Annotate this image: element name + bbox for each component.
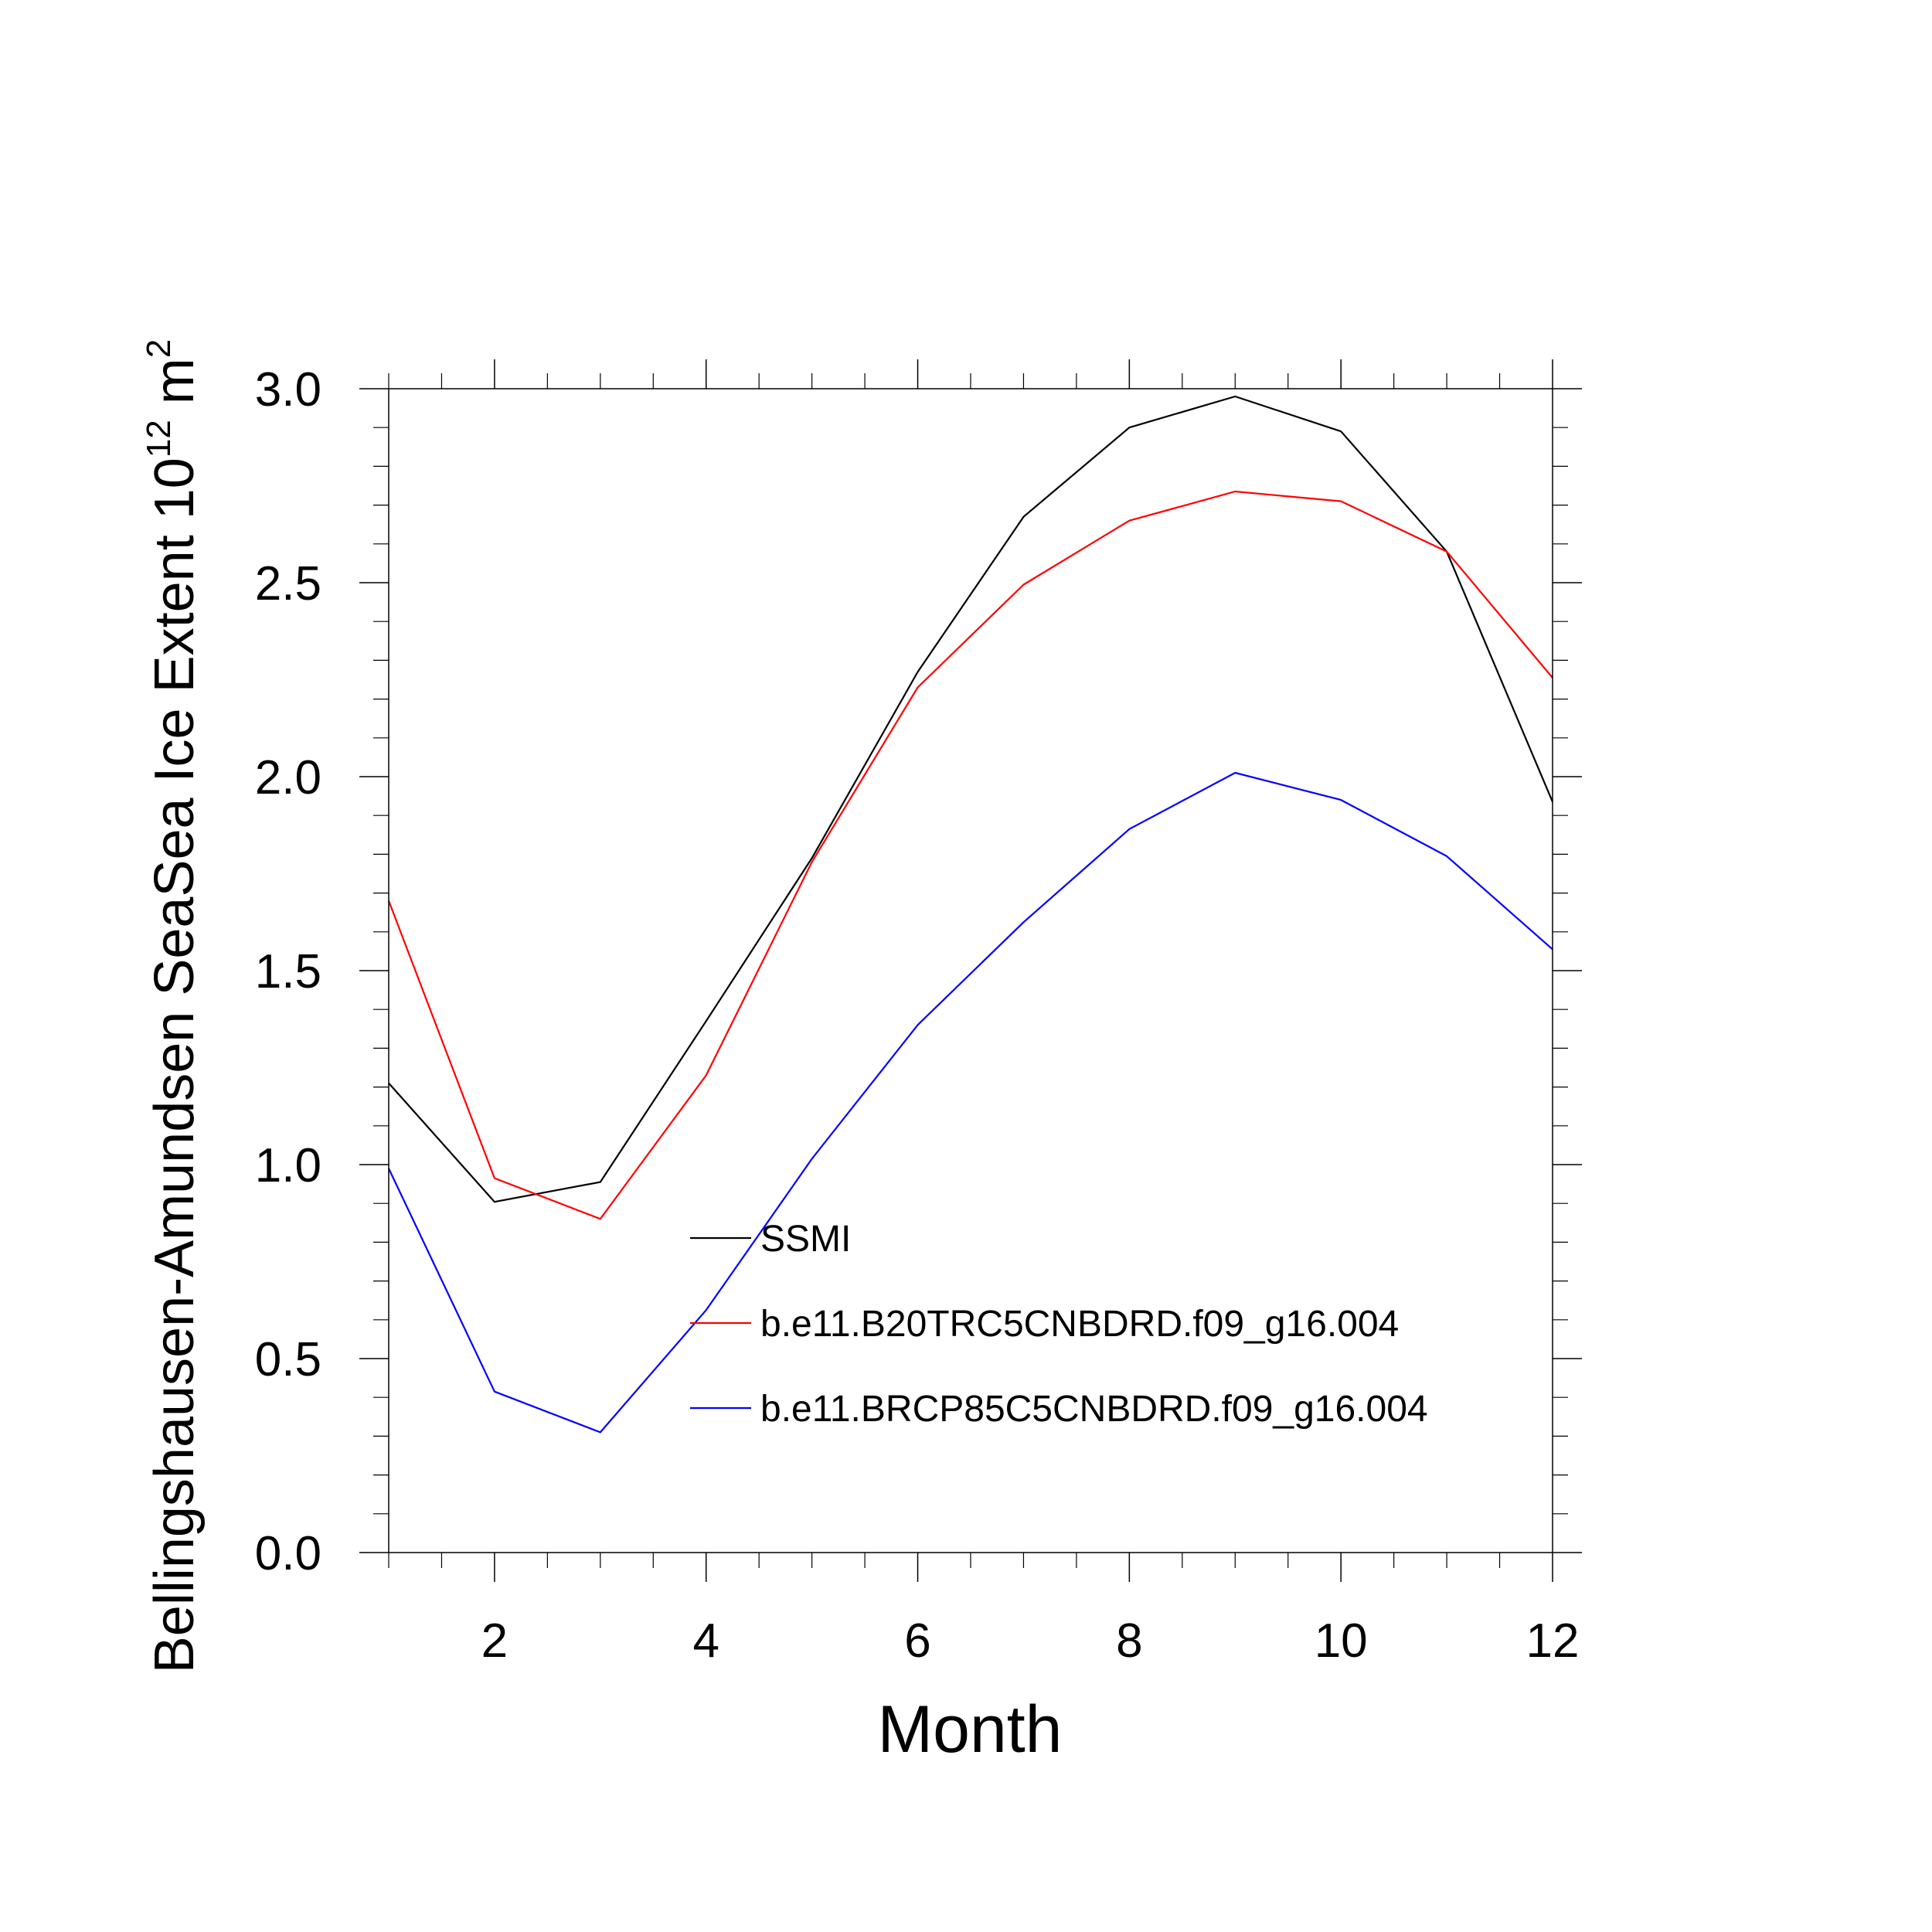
y-tick-label: 0.5 [255, 1333, 321, 1386]
series-line-2 [387, 490, 1553, 1220]
y-axis-label: Bellingshausen-Amundsen SeaSea Ice Exten… [140, 339, 206, 1673]
legend-label-1: SSMI [760, 1219, 851, 1260]
x-axis-tick-labels: 2 4 6 8 10 12 [481, 1614, 1580, 1668]
x-tick-label: 12 [1526, 1614, 1580, 1668]
y-tick-label: 2.5 [255, 557, 321, 611]
x-tick-label: 6 [904, 1614, 930, 1668]
x-tick-label: 4 [692, 1614, 719, 1668]
y-axis-label-exponent-2: 2 [140, 339, 178, 358]
series-line-1 [388, 395, 1554, 1203]
y-tick-label: 2.0 [255, 751, 321, 804]
y-tick-label: 3.0 [255, 363, 321, 417]
x-tick-label: 10 [1315, 1614, 1368, 1668]
y-tick-label: 1.0 [255, 1139, 321, 1192]
y-axis-label-main: Bellingshausen-Amundsen SeaSea Ice Exten… [144, 457, 206, 1673]
y-axis-tick-labels: 0.0 0.5 1.0 1.5 2.0 2.5 3.0 [255, 363, 321, 1580]
major-tick-marks [359, 359, 1582, 1582]
series-lines [387, 395, 1554, 1434]
legend: SSMI b.e11.B20TRC5CNBDRD.f09_g16.004 b.e11… [690, 1219, 1428, 1430]
y-axis-label-exponent-1: 12 [140, 420, 178, 457]
x-tick-label: 8 [1116, 1614, 1142, 1668]
minor-tick-marks [373, 373, 1568, 1568]
legend-label-2: b.e11.B20TRC5CNBDRD.f09_g16.004 [760, 1304, 1399, 1345]
x-axis-label: Month [877, 1692, 1062, 1767]
y-tick-label: 1.5 [255, 945, 321, 998]
y-axis-label-unit: m [144, 358, 206, 420]
y-tick-label: 0.0 [255, 1527, 321, 1580]
x-tick-label: 2 [481, 1614, 508, 1668]
legend-label-3: b.e11.BRCP85C5CNBDRD.f09_g16.004 [760, 1389, 1428, 1430]
series-line-3 [388, 771, 1553, 1434]
plot-frame [388, 388, 1553, 1553]
